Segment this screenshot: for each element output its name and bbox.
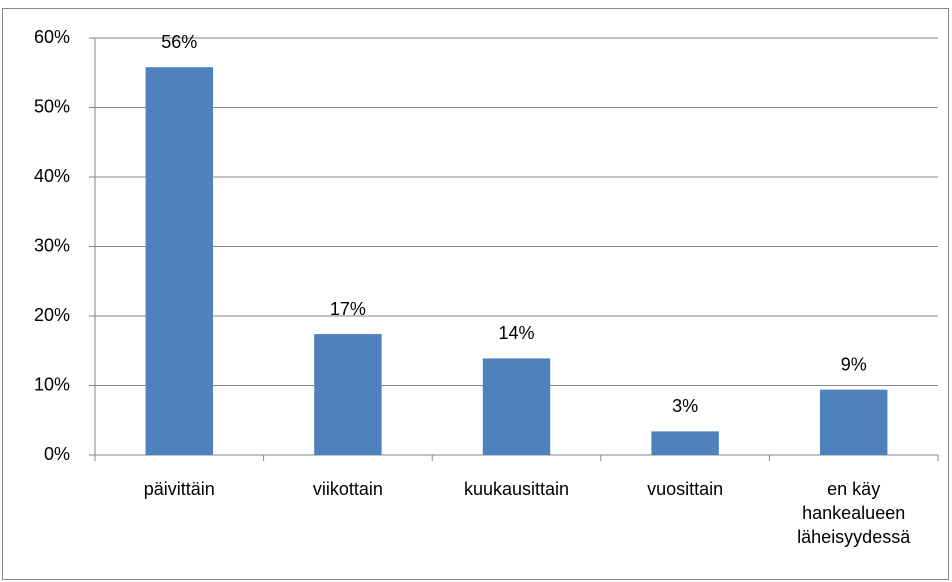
- x-tick-label: kuukausittain: [463, 479, 570, 499]
- y-tick-label: 30%: [34, 235, 70, 255]
- data-label: 17%: [330, 299, 366, 319]
- bar: [651, 431, 719, 455]
- data-label: 3%: [672, 396, 698, 416]
- x-tick-label: päivittäin: [143, 479, 215, 499]
- y-tick-label: 0%: [44, 444, 70, 464]
- bar: [482, 358, 551, 455]
- y-tick-label: 50%: [34, 96, 70, 116]
- data-label: 9%: [841, 354, 867, 374]
- bar: [819, 389, 888, 455]
- y-tick-label: 40%: [34, 166, 70, 186]
- bar: [314, 334, 382, 455]
- y-tick-label: 20%: [34, 305, 70, 325]
- y-tick-label: 10%: [34, 374, 70, 394]
- x-tick-label: en käy hankealueen läheisyydessä: [797, 479, 911, 547]
- x-tick-label: viikottain: [312, 479, 383, 499]
- bar: [145, 67, 214, 455]
- y-tick-label: 60%: [34, 27, 70, 47]
- x-tick-label: vuosittain: [647, 479, 724, 499]
- data-label: 56%: [161, 32, 197, 52]
- data-label: 14%: [498, 323, 534, 343]
